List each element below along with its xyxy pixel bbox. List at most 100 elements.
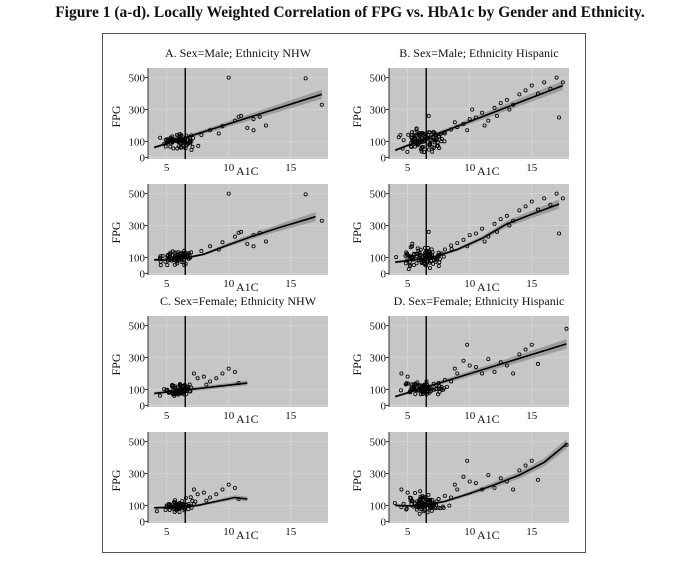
data-point [420, 389, 425, 394]
x-tick-label: 15 [285, 526, 297, 538]
data-point [426, 147, 431, 152]
data-point [498, 217, 503, 222]
data-point [419, 260, 424, 265]
data-point [154, 509, 159, 514]
data-point [404, 381, 409, 386]
data-point [425, 249, 430, 254]
data-point [413, 491, 418, 496]
y-axis-label: FPG [109, 353, 123, 375]
data-point [432, 140, 437, 145]
panel-title: C. Sex=Female; Ethnicity NHW [160, 294, 317, 308]
data-point [408, 254, 413, 259]
data-point [411, 133, 416, 138]
data-point [467, 479, 472, 484]
data-point [226, 366, 231, 371]
x-axis-label: A1C [236, 412, 259, 426]
data-point [401, 138, 406, 143]
data-point [507, 107, 512, 112]
data-point [429, 259, 434, 264]
data-point [529, 458, 534, 463]
data-point [467, 233, 472, 238]
x-tick-label: 10 [464, 278, 476, 290]
data-point [433, 506, 438, 511]
data-point [220, 240, 225, 245]
data-point [226, 191, 231, 196]
data-point [406, 132, 411, 137]
data-point [529, 199, 534, 204]
data-point [394, 255, 399, 260]
data-point [165, 137, 170, 142]
data-point [232, 234, 237, 239]
data-point [412, 130, 417, 135]
y-tick-label: 300 [129, 353, 146, 365]
data-point [557, 231, 562, 236]
chart-panel-7: D. Sex=Female; Ethnicity Hispanic 0 100 300… [350, 294, 569, 426]
data-point [429, 247, 434, 252]
data-point [417, 253, 422, 258]
data-point [177, 509, 182, 514]
x-tick-label: 5 [164, 526, 170, 538]
y-tick-label: 100 [129, 384, 146, 396]
data-point [188, 495, 193, 500]
data-point [473, 231, 478, 236]
data-point [426, 113, 431, 118]
data-point [417, 498, 422, 503]
x-tick-label: 15 [285, 162, 297, 174]
y-tick-label: 100 [370, 252, 387, 264]
data-point [303, 192, 308, 197]
data-point [201, 374, 206, 379]
fit-line [153, 93, 323, 149]
x-tick-label: 5 [405, 526, 411, 538]
data-point [251, 244, 256, 249]
data-point [208, 244, 213, 249]
confidence-band [154, 495, 248, 510]
y-tick-label: 100 [370, 384, 387, 396]
data-point [416, 132, 421, 137]
data-point [420, 392, 425, 397]
x-tick-label: 10 [223, 278, 235, 290]
data-point [414, 261, 419, 266]
data-point [178, 141, 183, 146]
data-point [554, 75, 559, 80]
data-point [437, 257, 442, 262]
data-point [498, 476, 503, 481]
data-point [167, 507, 172, 512]
data-point [437, 146, 442, 151]
data-point [178, 145, 183, 150]
data-point [504, 213, 509, 218]
data-point [220, 371, 225, 376]
y-tick-label: 0 [140, 400, 146, 412]
data-point [432, 137, 437, 142]
data-point [492, 221, 497, 226]
y-tick-label: 300 [370, 353, 387, 365]
panel-title: D. Sex=Female; Ethnicity Hispanic [394, 294, 565, 308]
data-point [251, 128, 256, 133]
fit-line [395, 203, 560, 263]
y-tick-label: 0 [381, 268, 387, 280]
data-point [245, 241, 250, 246]
data-point [399, 371, 404, 376]
data-point [461, 358, 466, 363]
data-point [419, 506, 424, 511]
plot-background [148, 68, 328, 159]
data-point [413, 392, 418, 397]
data-point [239, 229, 244, 234]
data-point [560, 80, 565, 85]
x-tick-label: 10 [223, 410, 235, 422]
data-point [163, 144, 168, 149]
data-point [172, 251, 177, 256]
chart-panel-6: 0 100 300 500 5 10 15 A1C FPG [109, 432, 328, 542]
x-tick-label: 10 [223, 162, 235, 174]
data-point [467, 363, 472, 368]
y-tick-label: 300 [129, 469, 146, 481]
data-point [190, 144, 195, 149]
data-point [535, 477, 540, 482]
data-point [523, 204, 528, 209]
y-axis-label: FPG [350, 353, 364, 375]
x-tick-label: 15 [285, 410, 297, 422]
data-point [204, 382, 209, 387]
x-tick-label: 15 [526, 410, 538, 422]
y-tick-label: 0 [140, 152, 146, 164]
data-point [473, 481, 478, 486]
